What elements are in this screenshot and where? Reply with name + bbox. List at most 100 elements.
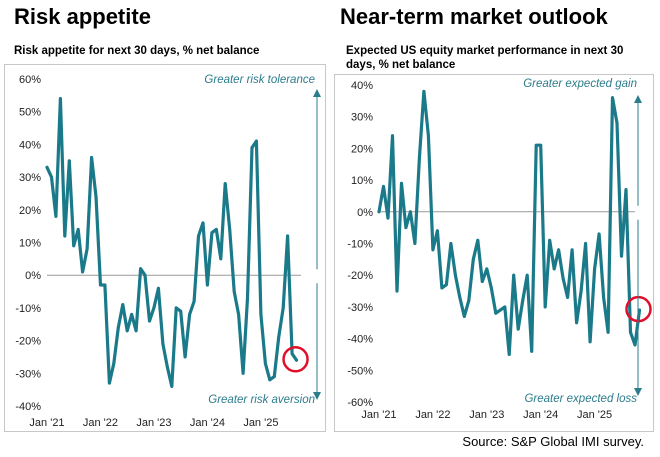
data-point (255, 139, 258, 143)
data-point (418, 156, 421, 160)
data-point (561, 276, 565, 280)
data-point (228, 228, 232, 231)
data-point (615, 121, 619, 125)
y-tick-label: -10% (15, 303, 41, 315)
x-tick-label: Jan '21 (29, 417, 64, 429)
data-point (494, 311, 498, 315)
x-tick-label: Jan '24 (190, 417, 225, 429)
data-point (471, 257, 475, 261)
data-point (431, 248, 435, 252)
series-line (45, 96, 299, 388)
data-point (593, 267, 596, 271)
data-point (148, 319, 151, 323)
data-point (512, 273, 516, 277)
left-chart-subtitle: Risk appetite for next 30 days, % net ba… (14, 45, 260, 57)
right-chart-title: Near-term market outlook (340, 4, 608, 29)
data-point (530, 349, 534, 353)
series-line (377, 89, 642, 356)
data-point (116, 326, 120, 329)
data-point (467, 299, 471, 302)
data-point (152, 306, 156, 310)
x-tick-label: Jan '22 (83, 417, 118, 429)
down-arrow-head (313, 392, 321, 400)
y-tick-label: 10% (19, 238, 41, 250)
data-point (584, 242, 587, 245)
x-tick-label: Jan '23 (469, 409, 504, 421)
data-point (72, 244, 76, 248)
data-point (606, 330, 610, 334)
up-arrow-head (634, 95, 642, 103)
data-point (435, 229, 439, 233)
data-point (570, 248, 574, 252)
data-point (588, 340, 592, 344)
data-point (45, 165, 49, 169)
y-tick-label: 60% (19, 74, 41, 86)
y-tick-label: 0% (25, 270, 41, 282)
data-point (575, 321, 579, 325)
data-point (237, 313, 241, 316)
data-point (188, 313, 191, 316)
data-point (134, 329, 138, 333)
data-point (81, 270, 85, 274)
data-point (192, 299, 196, 303)
data-point (516, 327, 520, 331)
data-point (63, 234, 67, 238)
left-chart-frame: -40% -30% -20% -10% 0% 10% 20% 30% 40% 50% 60% Jan … (4, 64, 326, 432)
x-tick-label: Jan '24 (523, 409, 558, 421)
y-tick-label: -40% (15, 401, 41, 413)
data-point (498, 308, 502, 312)
right-chart-subtitle: Expected US equity market performance in… (346, 45, 624, 71)
data-point (223, 182, 227, 186)
data-point (539, 143, 543, 147)
down-arrow-head (634, 388, 642, 396)
x-tick-label: Jan '23 (136, 417, 171, 429)
data-point (139, 267, 142, 271)
annotation-top: Greater expected gain (523, 78, 637, 90)
data-point (507, 353, 511, 356)
data-point (99, 283, 102, 287)
data-point (286, 234, 290, 238)
data-point (263, 362, 267, 365)
data-point (386, 216, 390, 220)
data-point (629, 330, 632, 334)
data-point (480, 280, 484, 283)
data-point (476, 238, 480, 242)
data-point (579, 289, 583, 293)
data-point (206, 283, 209, 287)
data-point (525, 273, 529, 277)
data-point (503, 305, 507, 309)
data-point (440, 286, 444, 290)
data-point (94, 195, 98, 199)
data-point (422, 89, 426, 93)
data-point (295, 358, 298, 362)
data-point (413, 242, 417, 245)
data-point (268, 378, 272, 382)
x-tick-label: Jan '25 (243, 417, 278, 429)
data-point (103, 283, 107, 287)
data-point (174, 306, 178, 310)
data-point (400, 181, 403, 185)
data-point (58, 97, 62, 101)
y-tick-label: 10% (351, 175, 373, 187)
data-point (85, 247, 89, 251)
data-point (219, 257, 223, 261)
y-tick-label: 30% (351, 112, 373, 124)
y-tick-label: 30% (19, 172, 41, 184)
up-arrow-head (313, 89, 321, 97)
data-point (112, 362, 116, 365)
x-tick-label: Jan '21 (361, 409, 396, 421)
data-point (157, 286, 160, 290)
data-point (246, 296, 249, 300)
data-point (557, 248, 561, 252)
annotation-bottom: Greater expected loss (524, 393, 637, 405)
risk-appetite-chart: -40% -30% -20% -10% 0% 10% 20% 30% 40% 50% 60% Jan … (15, 74, 321, 429)
data-point (259, 313, 263, 316)
y-tick-label: 0% (357, 207, 373, 219)
data-point (620, 254, 623, 258)
y-tick-label: 20% (351, 143, 373, 155)
data-point (382, 185, 385, 188)
data-point (121, 303, 125, 307)
y-tick-label: -20% (15, 336, 41, 348)
data-point (277, 335, 281, 339)
annotation-bottom: Greater risk aversion (208, 394, 315, 406)
